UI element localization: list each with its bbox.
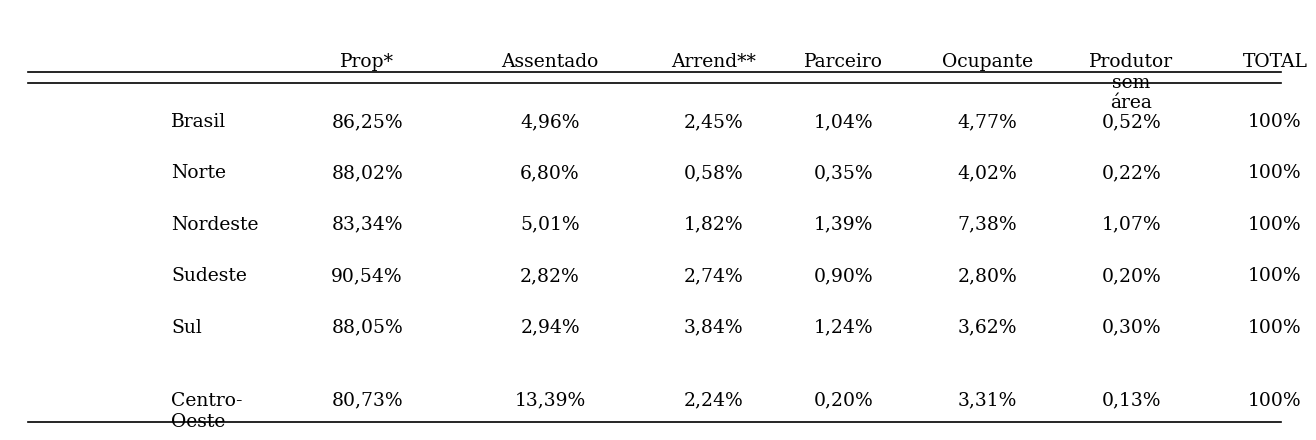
Text: 1,07%: 1,07%	[1101, 216, 1161, 234]
Text: 3,62%: 3,62%	[958, 319, 1017, 337]
Text: Nordeste: Nordeste	[171, 216, 259, 234]
Text: 2,45%: 2,45%	[683, 113, 744, 131]
Text: 7,38%: 7,38%	[958, 216, 1017, 234]
Text: 80,73%: 80,73%	[332, 392, 403, 410]
Text: Parceiro: Parceiro	[804, 53, 883, 71]
Text: 0,22%: 0,22%	[1101, 165, 1161, 182]
Text: Assentado: Assentado	[501, 53, 599, 71]
Text: 100%: 100%	[1248, 216, 1302, 234]
Text: 5,01%: 5,01%	[520, 216, 580, 234]
Text: 0,35%: 0,35%	[815, 165, 874, 182]
Text: 2,94%: 2,94%	[520, 319, 580, 337]
Text: 4,02%: 4,02%	[958, 165, 1017, 182]
Text: 0,20%: 0,20%	[1101, 268, 1161, 285]
Text: 0,20%: 0,20%	[815, 392, 874, 410]
Text: TOTAL: TOTAL	[1242, 53, 1308, 71]
Text: 100%: 100%	[1248, 113, 1302, 131]
Text: 1,82%: 1,82%	[683, 216, 744, 234]
Text: 1,04%: 1,04%	[815, 113, 874, 131]
Text: 83,34%: 83,34%	[332, 216, 403, 234]
Text: Sul: Sul	[171, 319, 201, 337]
Text: 2,82%: 2,82%	[520, 268, 580, 285]
Text: 4,96%: 4,96%	[520, 113, 580, 131]
Text: 4,77%: 4,77%	[958, 113, 1017, 131]
Text: Ocupante: Ocupante	[942, 53, 1033, 71]
Text: 0,13%: 0,13%	[1101, 392, 1161, 410]
Text: 2,80%: 2,80%	[958, 268, 1017, 285]
Text: 3,31%: 3,31%	[958, 392, 1017, 410]
Text: 0,52%: 0,52%	[1101, 113, 1161, 131]
Text: 88,02%: 88,02%	[332, 165, 403, 182]
Text: 100%: 100%	[1248, 268, 1302, 285]
Text: 1,39%: 1,39%	[815, 216, 874, 234]
Text: 100%: 100%	[1248, 392, 1302, 410]
Text: Norte: Norte	[171, 165, 226, 182]
Text: Centro-
Oeste: Centro- Oeste	[171, 392, 242, 430]
Text: 13,39%: 13,39%	[515, 392, 586, 410]
Text: Arrend**: Arrend**	[671, 53, 755, 71]
Text: Prop*: Prop*	[340, 53, 393, 71]
Text: 100%: 100%	[1248, 319, 1302, 337]
Text: Brasil: Brasil	[171, 113, 226, 131]
Text: 90,54%: 90,54%	[332, 268, 403, 285]
Text: 100%: 100%	[1248, 165, 1302, 182]
Text: 6,80%: 6,80%	[520, 165, 580, 182]
Text: 0,58%: 0,58%	[683, 165, 744, 182]
Text: 1,24%: 1,24%	[815, 319, 874, 337]
Text: 2,24%: 2,24%	[683, 392, 744, 410]
Text: 0,30%: 0,30%	[1101, 319, 1161, 337]
Text: 2,74%: 2,74%	[683, 268, 744, 285]
Text: 86,25%: 86,25%	[332, 113, 403, 131]
Text: 0,90%: 0,90%	[815, 268, 874, 285]
Text: Sudeste: Sudeste	[171, 268, 247, 285]
Text: 3,84%: 3,84%	[683, 319, 744, 337]
Text: 88,05%: 88,05%	[332, 319, 403, 337]
Text: Produtor
sem
área: Produtor sem área	[1090, 53, 1174, 113]
